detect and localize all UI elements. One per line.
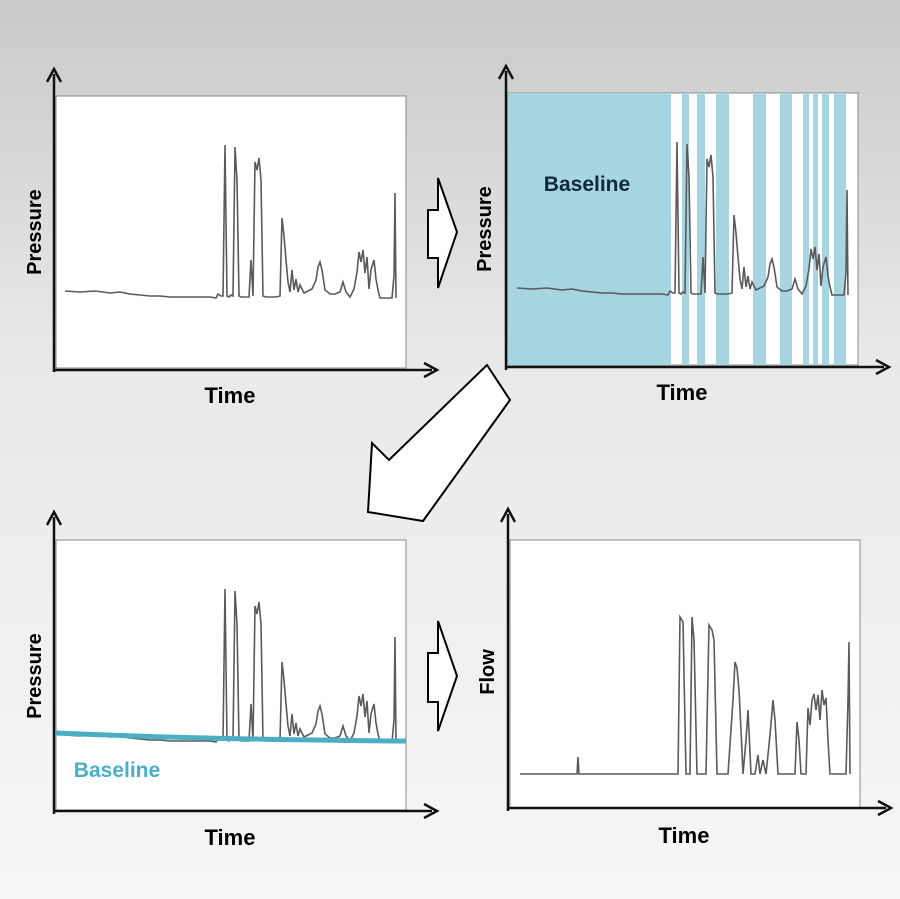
x-axis-label: Time <box>205 383 256 408</box>
baseline-region-label: Baseline <box>544 173 630 196</box>
arrow-baseline-fit-to-flow <box>427 620 459 732</box>
arrow-segmented-to-baseline-fit <box>366 363 512 523</box>
pressure-signal <box>516 141 849 296</box>
baseline-region <box>716 93 729 365</box>
pressure-signal <box>64 144 397 299</box>
panel-baseline-segmentation: Baseline Time Pressure <box>474 63 892 405</box>
x-axis-arrowhead <box>423 361 440 379</box>
baseline-region <box>822 93 829 365</box>
baseline-region <box>813 93 818 365</box>
x-axis-arrowhead <box>423 802 440 820</box>
plot-area <box>509 539 861 809</box>
y-axis-arrowhead <box>45 66 63 83</box>
x-axis-label: Time <box>659 823 710 848</box>
x-axis-arrowhead <box>877 799 894 817</box>
y-axis-arrowhead <box>499 506 517 523</box>
pressure-signal <box>64 588 397 743</box>
arrow-raw-to-segmented <box>427 177 459 289</box>
x-axis-label: Time <box>205 825 256 850</box>
plot-area <box>55 95 407 369</box>
x-axis-label: Time <box>657 380 708 405</box>
baseline-region <box>834 93 846 365</box>
plot-area <box>55 539 407 811</box>
y-axis-label: Pressure <box>474 186 496 272</box>
x-axis-arrowhead <box>875 358 892 376</box>
baseline-region <box>753 93 766 365</box>
baseline-region <box>780 93 792 365</box>
baseline-curve <box>55 730 407 744</box>
y-axis-arrowhead <box>45 509 63 526</box>
baseline-region <box>803 93 809 365</box>
baseline-region <box>508 93 671 365</box>
y-axis-label: Flow <box>477 649 499 695</box>
flow-signal <box>520 614 851 775</box>
baseline-regions <box>508 93 846 365</box>
y-axis-arrowhead <box>497 63 515 80</box>
panel-flow: Time Flow <box>477 506 894 848</box>
baseline-curve-label: Baseline <box>74 759 160 782</box>
panel-raw-pressure: Time Pressure <box>24 66 440 408</box>
y-axis-label: Pressure <box>24 633 46 719</box>
baseline-region <box>697 93 705 365</box>
y-axis-label: Pressure <box>24 189 46 275</box>
panel-baseline-fit: Baseline Time Pressure <box>24 509 440 850</box>
